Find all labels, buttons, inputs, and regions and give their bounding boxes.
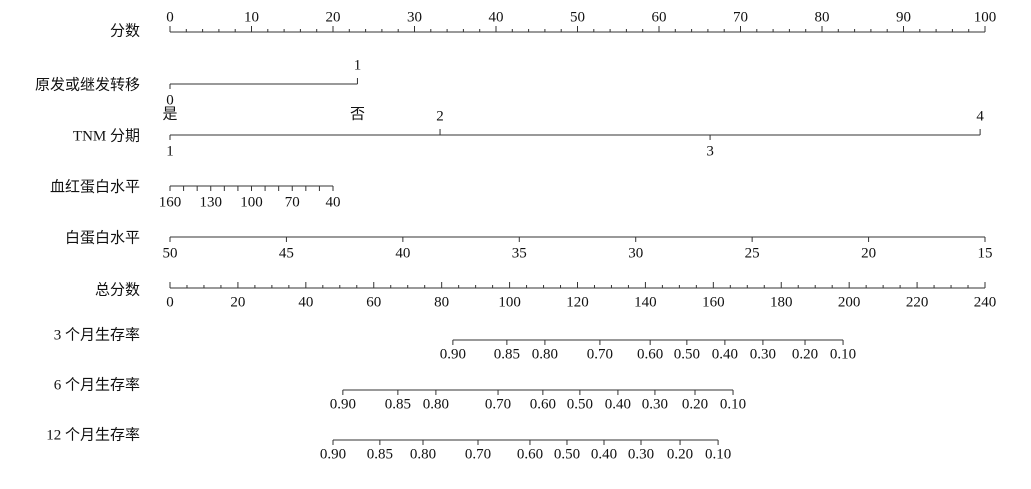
- tick-label: 160: [159, 194, 182, 210]
- tick-label: 60: [652, 9, 667, 25]
- tick-label: 70: [285, 194, 300, 210]
- tick-label: 1: [354, 57, 362, 73]
- row-label: TNM 分期: [73, 127, 140, 144]
- tick-label: 40: [298, 294, 313, 310]
- tick-label: 60: [366, 294, 381, 310]
- tick-label: 90: [896, 9, 911, 25]
- category-name: 是: [162, 106, 177, 122]
- tick-label: 70: [733, 9, 748, 25]
- tick-label: 0.85: [367, 446, 393, 462]
- tick-label: 25: [745, 245, 760, 261]
- tick-label: 0: [166, 92, 174, 108]
- tick-label: 160: [702, 294, 725, 310]
- tick-label: 0.40: [712, 346, 738, 362]
- tick-label: 0: [166, 9, 174, 25]
- tick-label: 15: [978, 245, 993, 261]
- tick-label: 0.80: [532, 346, 558, 362]
- tick-label: 130: [200, 194, 223, 210]
- tick-label: 0.90: [330, 396, 356, 412]
- tick-label: 10: [244, 9, 259, 25]
- tick-label: 0.60: [637, 346, 663, 362]
- tick-label: 0.80: [423, 396, 449, 412]
- tick-label: 4: [976, 108, 984, 124]
- row-label: 12 个月生存率: [46, 426, 140, 443]
- tick-label: 0.70: [587, 346, 613, 362]
- tick-label: 40: [326, 194, 341, 210]
- category-name: 否: [350, 106, 365, 122]
- tick-label: 0.50: [567, 396, 593, 412]
- tick-label: 40: [489, 9, 504, 25]
- tick-label: 0.90: [440, 346, 466, 362]
- tick-label: 80: [434, 294, 449, 310]
- tick-label: 0.10: [830, 346, 856, 362]
- tick-label: 3: [706, 143, 714, 159]
- tick-label: 30: [628, 245, 643, 261]
- tick-label: 0.10: [720, 396, 746, 412]
- tick-label: 0.20: [667, 446, 693, 462]
- tick-label: 40: [395, 245, 410, 261]
- tick-label: 0: [166, 294, 174, 310]
- row-label: 总分数: [95, 281, 140, 298]
- tick-label: 220: [906, 294, 929, 310]
- tick-label: 2: [436, 108, 444, 124]
- tick-label: 0.85: [494, 346, 520, 362]
- tick-label: 45: [279, 245, 294, 261]
- tick-label: 1: [166, 143, 174, 159]
- tick-label: 0.50: [674, 346, 700, 362]
- tick-label: 180: [770, 294, 793, 310]
- tick-label: 0.70: [465, 446, 491, 462]
- row-label: 原发或继发转移: [35, 76, 140, 93]
- tick-label: 0.20: [682, 396, 708, 412]
- row-label: 血红蛋白水平: [50, 178, 140, 195]
- tick-label: 0.85: [385, 396, 411, 412]
- tick-label: 140: [634, 294, 657, 310]
- tick-label: 20: [326, 9, 341, 25]
- row-label: 6 个月生存率: [54, 376, 140, 393]
- tick-label: 80: [815, 9, 830, 25]
- tick-label: 0.80: [410, 446, 436, 462]
- tick-label: 0.50: [554, 446, 580, 462]
- tick-label: 100: [974, 9, 997, 25]
- tick-label: 0.40: [591, 446, 617, 462]
- tick-label: 0.20: [792, 346, 818, 362]
- tick-label: 0.10: [705, 446, 731, 462]
- tick-label: 20: [230, 294, 245, 310]
- tick-label: 120: [566, 294, 589, 310]
- tick-label: 240: [974, 294, 997, 310]
- tick-label: 100: [498, 294, 521, 310]
- tick-label: 100: [240, 194, 263, 210]
- tick-label: 20: [861, 245, 876, 261]
- tick-label: 50: [570, 9, 585, 25]
- tick-label: 0.90: [320, 446, 346, 462]
- tick-label: 0.30: [628, 446, 654, 462]
- row-label: 白蛋白水平: [65, 229, 140, 246]
- tick-label: 35: [512, 245, 527, 261]
- tick-label: 0.70: [485, 396, 511, 412]
- tick-label: 50: [163, 245, 178, 261]
- tick-label: 0.60: [517, 446, 543, 462]
- tick-label: 0.40: [605, 396, 631, 412]
- tick-label: 0.30: [750, 346, 776, 362]
- tick-label: 0.30: [642, 396, 668, 412]
- tick-label: 0.60: [530, 396, 556, 412]
- tick-label: 30: [407, 9, 422, 25]
- row-label: 3 个月生存率: [54, 326, 140, 343]
- tick-label: 200: [838, 294, 861, 310]
- row-label: 分数: [110, 22, 140, 39]
